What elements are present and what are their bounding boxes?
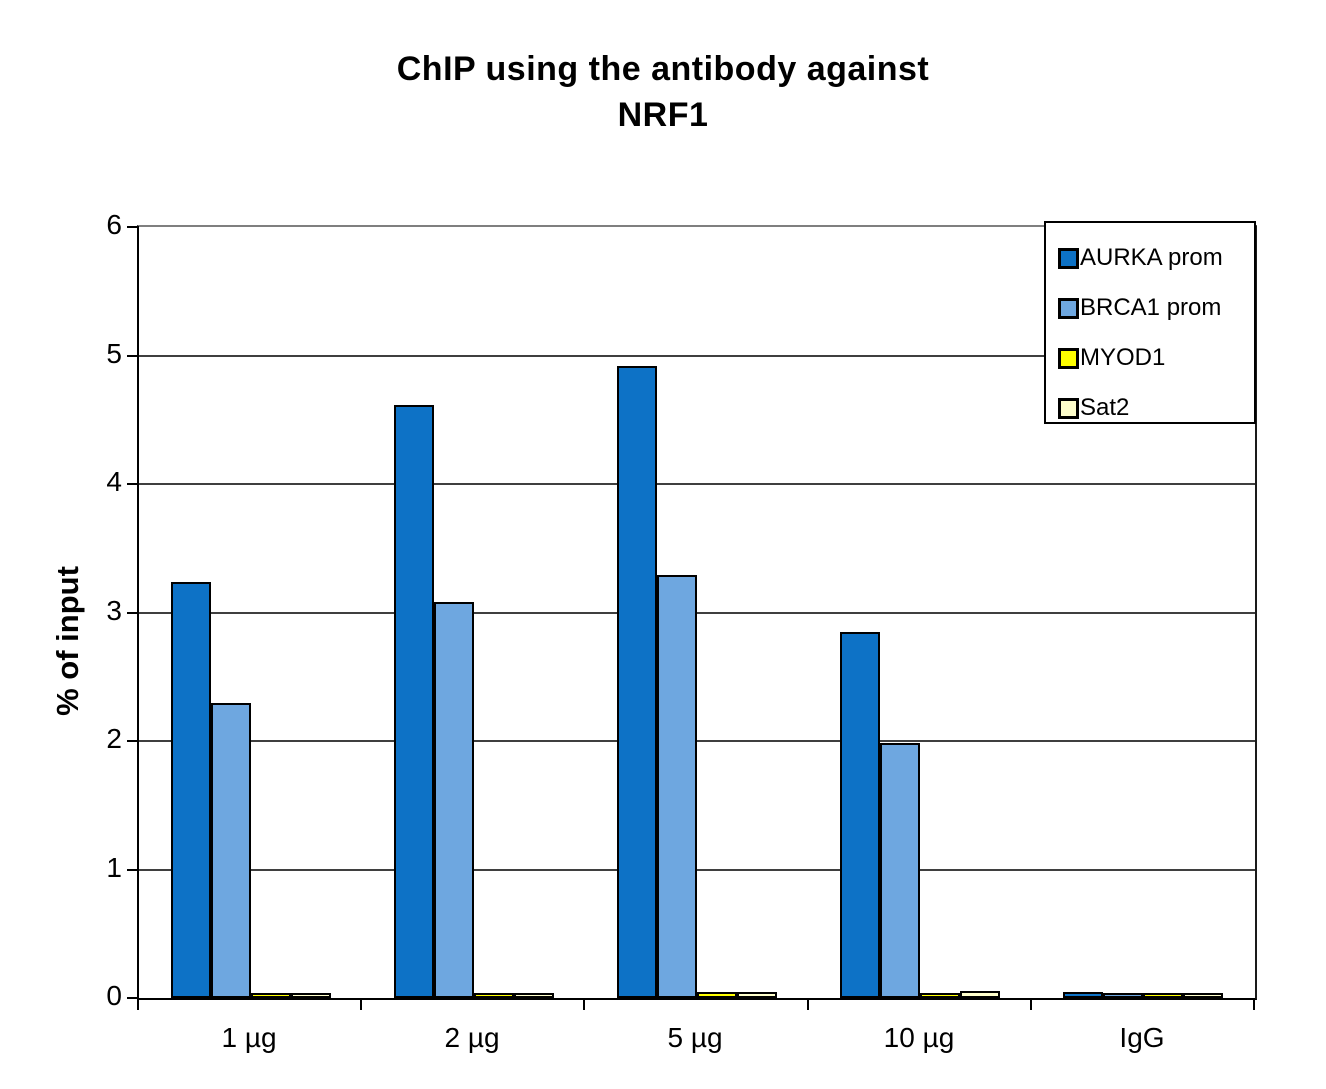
legend-swatch-icon [1058, 297, 1079, 319]
bar [880, 743, 920, 998]
legend-swatch-icon [1058, 247, 1079, 269]
bar [514, 993, 554, 998]
y-tick-label: 3 [106, 595, 122, 626]
x-axis-tick [1030, 998, 1032, 1010]
bar [251, 993, 291, 998]
legend-item: AURKA prom [1058, 233, 1254, 283]
x-axis-tick [807, 998, 809, 1010]
legend-label: AURKA prom [1080, 244, 1223, 271]
chart-title-line2: NRF1 [617, 96, 709, 134]
y-tick-label: 1 [106, 852, 122, 883]
bar [1063, 992, 1103, 998]
bar [920, 993, 960, 998]
y-tick-label: 4 [106, 466, 122, 497]
legend-swatch-icon [1058, 397, 1079, 419]
bar [840, 632, 880, 998]
x-tick-label: IgG [1119, 1022, 1165, 1053]
x-tick-label: 1 µg [221, 1022, 277, 1053]
bar [697, 992, 737, 998]
legend-label: BRCA1 prom [1080, 294, 1222, 321]
bar [737, 992, 777, 998]
y-axis-tick [127, 483, 139, 485]
y-axis-tick [127, 869, 139, 871]
bar [1143, 993, 1183, 998]
bar [171, 582, 211, 998]
bar [617, 366, 657, 998]
legend-swatch-icon [1058, 347, 1079, 369]
x-axis-tick [583, 998, 585, 1010]
y-tick-label: 0 [106, 980, 122, 1011]
x-tick-label: 2 µg [444, 1022, 500, 1053]
legend-item: Sat2 [1058, 383, 1254, 433]
gridline [139, 740, 1255, 742]
bar [291, 993, 331, 998]
gridline [139, 355, 1255, 357]
bar [1183, 993, 1223, 998]
legend-item: BRCA1 prom [1058, 283, 1254, 333]
y-tick-label: 5 [106, 338, 122, 369]
bar [211, 703, 251, 998]
bar [474, 993, 514, 998]
y-tick-label: 2 [106, 723, 122, 754]
y-axis-tick [127, 355, 139, 357]
chart-title-line1: ChIP using the antibody against [396, 50, 930, 88]
bar [960, 991, 1000, 998]
gridline [139, 869, 1255, 871]
x-tick-label: 10 µg [883, 1022, 955, 1053]
gridline [139, 612, 1255, 614]
legend: AURKA prom BRCA1 prom MYOD1 Sat2 [1044, 221, 1256, 424]
chart-title: ChIP using the antibody against NRF1 [0, 46, 1326, 138]
x-axis-tick [360, 998, 362, 1010]
y-axis-tick [127, 226, 139, 228]
y-axis-tick [127, 612, 139, 614]
y-axis-tick [127, 740, 139, 742]
legend-item: MYOD1 [1058, 333, 1254, 383]
x-tick-label: 5 µg [667, 1022, 723, 1053]
gridline [139, 483, 1255, 485]
legend-label: Sat2 [1080, 394, 1130, 421]
legend-label: MYOD1 [1080, 344, 1166, 371]
x-axis-tick [1253, 998, 1255, 1010]
y-axis-tick [127, 997, 139, 999]
x-axis-tick [137, 998, 139, 1010]
y-tick-label: 6 [106, 209, 122, 240]
bar [434, 602, 474, 998]
bar [1103, 993, 1143, 998]
bar [657, 575, 697, 998]
bar [394, 405, 434, 998]
